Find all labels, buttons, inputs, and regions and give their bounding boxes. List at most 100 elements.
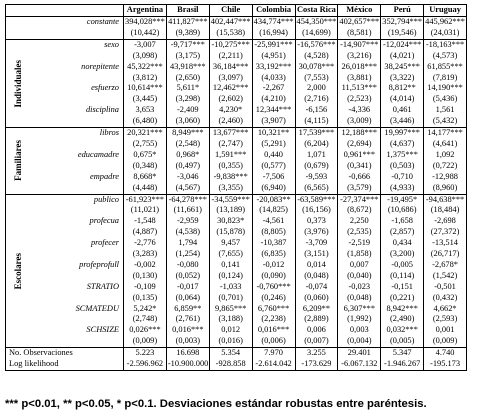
std-error: (0,722) (423, 160, 467, 172)
variable-name: educamadre (77, 149, 119, 159)
std-error: (2,523) (337, 94, 381, 106)
stat-value: 3.255 (294, 347, 338, 360)
std-error: (0,348) (123, 160, 167, 172)
coefficient: 0,001 (423, 325, 467, 337)
coefficient: -9,838*** (208, 171, 253, 183)
std-error: (0,701) (208, 292, 253, 304)
std-error: (0,040) (337, 270, 381, 282)
coefficient: -0,012 (251, 259, 295, 271)
stat-value: 5.347 (380, 347, 424, 360)
se-row: (4,448) (4,567) (3,355) (6,940) (6,565) (3,57… (6, 182, 467, 194)
std-error: (2,460) (208, 116, 253, 128)
stat-value: 16.698 (165, 347, 210, 360)
coefficient: -27,374*** (337, 193, 381, 206)
coefficient: 9,865*** (208, 303, 253, 315)
std-error: (2,535) (337, 227, 381, 239)
stat-name: Log likelihood (9, 359, 59, 369)
coefficient: 43,918*** (165, 61, 210, 73)
coefficient: 9,457 (208, 238, 253, 250)
coefficient: 14,177*** (423, 127, 467, 139)
variable-name: profecer (90, 238, 119, 248)
coef-row: educamadre 0,675* 0,968* 1,591*** 0,440 1,071… (6, 149, 467, 161)
std-error: (11,661) (165, 205, 210, 217)
coefficient: -0,017 (165, 281, 210, 293)
std-error: (16,994) (251, 27, 295, 40)
coefficient: 13,677*** (208, 127, 253, 139)
coef-row: STRATIO -0,109 -0,017 -1,033 -0,760*** -0,074… (6, 281, 467, 293)
std-error: (3,976) (294, 227, 338, 239)
std-error: (3,881) (337, 72, 381, 84)
coefficient: 6,760*** (251, 303, 295, 315)
group-cell: Escolares (5, 193, 32, 348)
coefficient: -0,074 (294, 281, 338, 293)
stat-value: -195.173 (423, 359, 467, 371)
std-error: (2,857) (380, 227, 424, 239)
std-error: (15,878) (208, 227, 253, 239)
stat-value: -928.858 (208, 359, 253, 371)
std-error: (19,546) (380, 27, 424, 40)
std-error: (2,716) (294, 94, 338, 106)
se-row: (0,348) (0,497) (0,355) (0,577) (0,679) (0,34… (6, 160, 467, 172)
coefficient: 0,141 (208, 259, 253, 271)
std-error: (4,951) (251, 50, 295, 62)
std-error: (15,538) (208, 27, 253, 40)
std-error: (2,748) (123, 314, 167, 326)
std-error: (6,204) (294, 138, 338, 150)
coefficient: -12,024*** (380, 38, 424, 51)
std-error: (0,124) (208, 270, 253, 282)
coefficient: 0,003 (337, 325, 381, 337)
coefficient: 3,653 (123, 105, 167, 117)
std-error: (3,009) (337, 116, 381, 128)
std-error: (3,446) (380, 116, 424, 128)
std-error: (6,480) (123, 116, 167, 128)
se-row: (0,009) (0,003) (0,016) (0,006) (0,007) (0,00… (6, 336, 467, 348)
std-error: (0,503) (380, 160, 424, 172)
variable-name: profeprofull (79, 259, 119, 269)
coefficient: 33,192*** (251, 61, 295, 73)
coefficient: 0,007 (337, 259, 381, 271)
coefficient: -3,046 (165, 171, 210, 183)
std-error: (4,538) (165, 227, 210, 239)
std-error: (7,655) (208, 249, 253, 260)
std-error: (4,033) (251, 72, 295, 84)
coef-row: Individuales sexo -3,007 -9,717*** -10,275**… (5, 38, 467, 128)
coefficient: 8,942*** (380, 303, 424, 315)
coefficient: -7,506 (251, 171, 295, 183)
coefficient: 394,028*** (123, 15, 167, 28)
std-error: (2,602) (208, 94, 253, 106)
std-error: (0,114) (380, 270, 424, 282)
coefficient: -2,959 (165, 216, 210, 228)
std-error: (2,650) (165, 72, 210, 84)
std-error: (3,322) (380, 72, 424, 84)
column-header: México (337, 4, 381, 17)
se-row: (4,887) (4,538) (15,878) (8,805) (3,976) (2,5… (6, 227, 467, 239)
coefficient: -2,409 (165, 105, 210, 117)
coefficient: 8,949*** (165, 127, 210, 139)
corner (5, 4, 32, 17)
se-row: (11,021) (11,661) (13,189) (14,825) (16,156)… (6, 205, 467, 217)
coefficient: 10,321** (251, 127, 295, 139)
coefficient: -4,336 (337, 105, 381, 117)
std-error: (7,553) (294, 72, 338, 84)
std-error: (2,211) (208, 50, 253, 62)
stat-value: -10.900.000 (165, 359, 210, 371)
std-error: (3,060) (165, 116, 210, 128)
coefficient: -1,658 (380, 216, 424, 228)
std-error: (3,283) (123, 249, 167, 260)
coefficient: -25,991*** (251, 38, 295, 51)
std-error: (7,819) (423, 72, 467, 84)
coefficient: -0,710 (380, 171, 424, 183)
se-row: (0,135) (0,064) (0,701) (0,246) (0,060) (0,04… (6, 292, 467, 304)
stat-name: No. Observaciones (5, 347, 124, 360)
group-label: Familiares (13, 140, 24, 182)
coef-row: disciplina 3,653 -2,409 4,230* 12,344*** -6,1… (6, 105, 467, 117)
std-error: (2,761) (165, 314, 210, 326)
coefficient: 5,611* (165, 83, 210, 95)
coefficient: 6,307*** (337, 303, 381, 315)
coefficient: -0,002 (123, 259, 167, 271)
coefficient: -1,548 (123, 216, 167, 228)
coefficient: -1,033 (208, 281, 253, 293)
coefficient: 1,561 (423, 105, 467, 117)
coef-row: Familiares libros 20,321*** 8,949*** 13,677*… (5, 127, 467, 194)
